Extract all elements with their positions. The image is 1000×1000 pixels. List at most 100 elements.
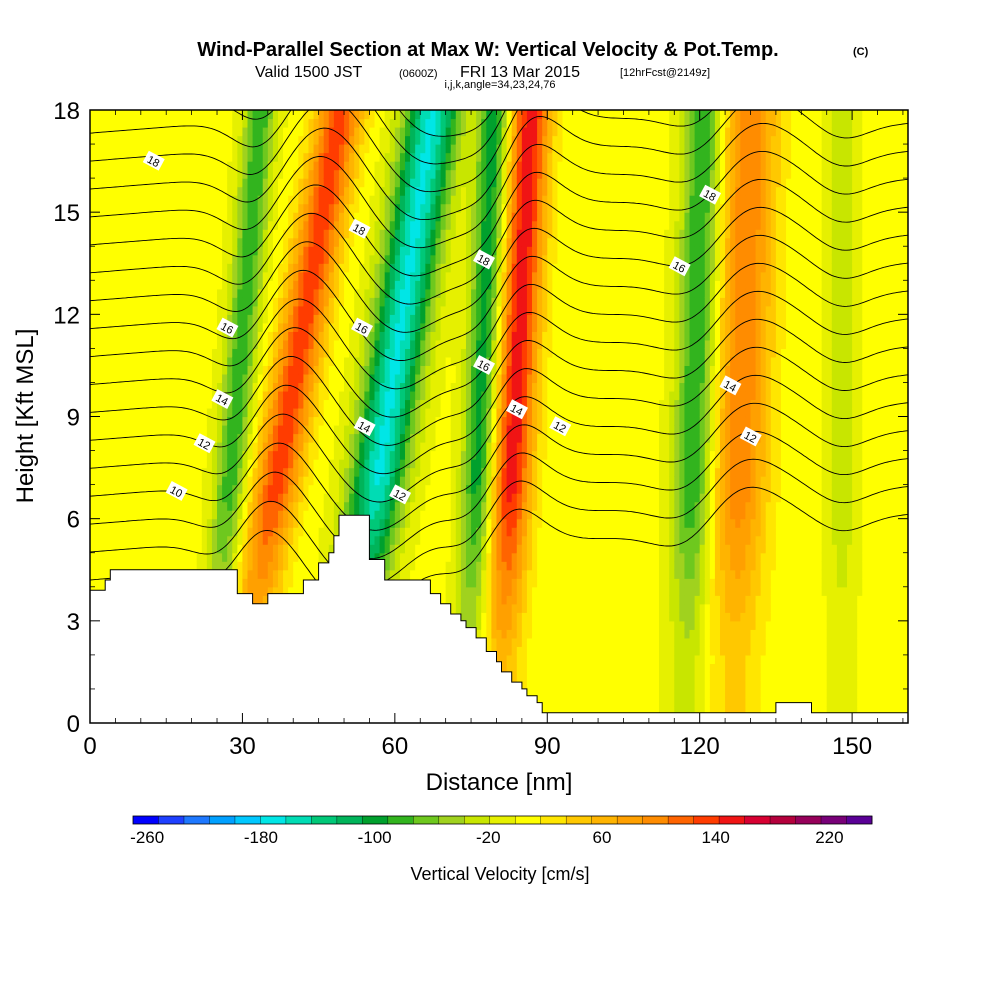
field-cell: [262, 152, 269, 162]
field-cell: [161, 212, 167, 222]
field-cell: [430, 484, 437, 494]
field-cell: [435, 246, 442, 256]
field-cell: [283, 169, 289, 179]
field-cell: [318, 246, 325, 256]
field-cell: [95, 373, 101, 384]
field-cell: [222, 178, 228, 188]
field-cell: [95, 118, 101, 128]
field-cell: [130, 212, 137, 222]
field-cell: [95, 561, 101, 571]
field-cell: [267, 212, 274, 222]
field-cell: [90, 178, 96, 188]
field-cell: [242, 467, 249, 477]
field-cell: [201, 407, 208, 418]
field-cell: [359, 263, 365, 273]
field-cell: [252, 161, 259, 171]
field-cell: [323, 510, 330, 520]
field-cell: [196, 169, 203, 179]
field-cell: [328, 407, 335, 418]
field-cell: [369, 476, 376, 486]
field-cell: [328, 373, 335, 384]
field-cell: [140, 169, 147, 179]
field-cell: [135, 331, 142, 341]
field-cell: [389, 527, 396, 537]
field-cell: [217, 527, 223, 537]
field-cell: [323, 467, 330, 477]
field-cell: [313, 425, 320, 435]
field-cell: [166, 493, 172, 503]
field-cell: [277, 331, 284, 341]
field-cell: [394, 433, 401, 443]
field-cell: [344, 297, 350, 307]
field-cell: [374, 161, 381, 171]
field-cell: [420, 459, 426, 469]
field-cell: [171, 450, 177, 460]
field-cell: [379, 305, 386, 315]
field-cell: [217, 212, 223, 222]
field-cell: [125, 246, 132, 256]
field-cell: [293, 459, 299, 469]
field-cell: [176, 390, 183, 401]
field-cell: [318, 382, 325, 392]
field-cell: [252, 476, 259, 486]
field-cell: [288, 484, 294, 494]
field-cell: [293, 280, 299, 290]
field-cell: [415, 459, 421, 469]
field-cell: [191, 195, 198, 205]
field-cell: [267, 169, 274, 179]
field-cell: [283, 297, 289, 307]
field-cell: [130, 416, 137, 426]
field-cell: [237, 271, 244, 281]
field-cell: [272, 578, 279, 588]
field-cell: [196, 390, 203, 401]
field-cell: [145, 144, 152, 154]
field-cell: [410, 229, 416, 239]
field-cell: [166, 186, 172, 196]
field-cell: [201, 280, 208, 290]
field-cell: [242, 331, 249, 341]
field-cell: [227, 212, 233, 222]
field-cell: [206, 450, 213, 460]
field-cell: [252, 118, 259, 128]
field-cell: [110, 365, 116, 375]
field-cell: [328, 339, 335, 349]
field-cell: [410, 161, 416, 171]
field-cell: [156, 246, 162, 256]
field-cell: [399, 220, 406, 230]
field-cell: [196, 382, 203, 392]
field-cell: [171, 356, 177, 367]
field-cell: [359, 127, 365, 137]
field-cell: [166, 161, 172, 171]
field-cell: [115, 561, 122, 571]
field-cell: [369, 127, 376, 137]
field-cell: [272, 229, 279, 239]
field-cell: [318, 195, 325, 205]
field-cell: [252, 186, 259, 196]
field-cell: [313, 535, 320, 545]
field-cell: [227, 246, 233, 256]
field-cell: [369, 263, 376, 273]
field-cell: [186, 467, 193, 477]
field-cell: [191, 442, 198, 452]
field-cell: [227, 229, 233, 239]
field-cell: [95, 578, 101, 588]
field-cell: [354, 510, 360, 520]
field-cell: [435, 254, 442, 264]
field-cell: [313, 510, 320, 520]
field-cell: [399, 271, 406, 281]
field-cell: [171, 467, 177, 477]
field-cell: [176, 535, 183, 545]
field-cell: [318, 263, 325, 273]
field-cell: [338, 510, 345, 520]
field-cell: [298, 407, 304, 418]
field-cell: [262, 561, 269, 571]
field-cell: [267, 178, 274, 188]
field-cell: [95, 331, 101, 341]
field-cell: [140, 535, 147, 545]
field-cell: [191, 152, 198, 162]
field-cell: [283, 288, 289, 298]
field-cell: [242, 459, 249, 469]
field-cell: [272, 407, 279, 418]
field-cell: [211, 493, 218, 503]
field-cell: [288, 390, 294, 401]
